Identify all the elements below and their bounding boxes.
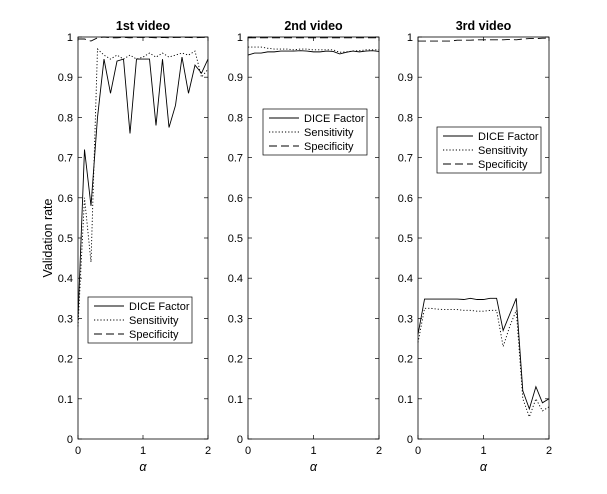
y-tick-label: 0.4 [228, 273, 243, 285]
y-tick-label: 0.8 [228, 112, 243, 124]
y-tick-label: 0.5 [398, 233, 413, 245]
x-axis-label: α [310, 460, 318, 474]
x-tick-label: 0 [75, 445, 81, 457]
y-tick-label: 1 [237, 32, 243, 44]
legend-box [436, 126, 542, 174]
legend: DICE Factor Sensitivity Specificity [262, 108, 368, 156]
legend-label: Sensitivity [304, 127, 354, 139]
y-tick-label: 0 [237, 434, 243, 446]
chart-panel-3: 0 0.1 0.2 0.3 0.4 0.5 0.6 0.7 0.8 0.9 1 0 1 2 3rd vide… [398, 19, 552, 474]
chart-panel-2: 0 0.1 0.2 0.3 0.4 0.5 0.6 0.7 0.8 0.9 1 0 1 2 2nd vide… [228, 19, 382, 474]
y-tick-label: 0.5 [58, 233, 73, 245]
x-axis-label: α [139, 460, 147, 474]
series-line-sensitivity [248, 46, 379, 53]
y-tick-label: 0.2 [398, 354, 413, 366]
chart-title: 1st video [116, 19, 171, 33]
y-tick-label: 0.4 [58, 273, 73, 285]
y-axis-label: Validation rate [41, 198, 55, 277]
y-tick-label: 0.5 [228, 233, 243, 245]
y-tick-label: 0.4 [398, 273, 413, 285]
plot-area [247, 36, 380, 440]
plot-area [417, 36, 550, 440]
series-line-dice-factor [77, 57, 209, 319]
y-tick-label: 0.9 [228, 72, 243, 84]
series-line-specificity [78, 36, 208, 42]
legend-label: DICE Factor [129, 301, 190, 313]
legend: DICE Factor Sensitivity Specificity [87, 296, 193, 344]
legend-label: Specificity [478, 159, 528, 171]
y-tick-label: 0.7 [398, 153, 413, 165]
y-tick-label: 0.9 [398, 72, 413, 84]
y-tick-label: 0.1 [398, 394, 413, 406]
y-tick-label: 0.6 [228, 193, 243, 205]
y-tick-label: 0.2 [228, 354, 243, 366]
y-tick-label: 0.3 [228, 313, 243, 325]
x-tick-label: 1 [140, 445, 146, 457]
legend-box [262, 108, 368, 156]
y-tick-label: 0.2 [58, 354, 73, 366]
legend-label: DICE Factor [304, 113, 365, 125]
series-line-specificity [418, 37, 549, 42]
y-tick-label: 1 [67, 32, 73, 44]
series-line-sensitivity [77, 48, 209, 327]
y-tick-label: 1 [407, 32, 413, 44]
y-tick-label: 0.8 [58, 112, 73, 124]
legend-box [87, 296, 193, 344]
y-tick-label: 0 [407, 434, 413, 446]
chart-panel-1: 0 0.1 0.2 0.3 0.4 0.5 0.6 0.7 0.8 0.9 1 0 1 2 1st vide… [58, 19, 211, 474]
y-tick-label: 0.9 [58, 72, 73, 84]
legend: DICE Factor Sensitivity Specificity [436, 126, 542, 174]
x-tick-label: 1 [480, 445, 486, 457]
x-tick-label: 1 [310, 445, 316, 457]
y-tick-label: 0.6 [398, 193, 413, 205]
y-tick-label: 0.7 [228, 153, 243, 165]
x-tick-label: 2 [546, 445, 552, 457]
legend-label: Specificity [129, 329, 179, 341]
plot-area [77, 36, 209, 440]
x-tick-label: 0 [245, 445, 251, 457]
y-tick-label: 0 [67, 434, 73, 446]
series-line-sensitivity [417, 307, 550, 419]
y-tick-label: 0.1 [58, 394, 73, 406]
y-tick-label: 0.3 [398, 313, 413, 325]
y-tick-label: 0.3 [58, 313, 73, 325]
series-line-dice-factor [417, 297, 550, 411]
y-tick-label: 0.1 [228, 394, 243, 406]
x-axis-label: α [480, 460, 488, 474]
y-tick-label: 0.6 [58, 193, 73, 205]
chart-title: 3rd video [456, 19, 512, 33]
x-tick-label: 2 [205, 445, 211, 457]
legend-label: DICE Factor [478, 131, 539, 143]
y-tick-label: 0.7 [58, 153, 73, 165]
legend-label: Sensitivity [478, 145, 528, 157]
chart-title: 2nd video [284, 19, 343, 33]
legend-label: Specificity [304, 141, 354, 153]
x-tick-label: 2 [376, 445, 382, 457]
legend-label: Sensitivity [129, 315, 179, 327]
series-line-dice-factor [247, 50, 380, 56]
y-tick-label: 0.8 [398, 112, 413, 124]
x-tick-label: 0 [415, 445, 421, 457]
